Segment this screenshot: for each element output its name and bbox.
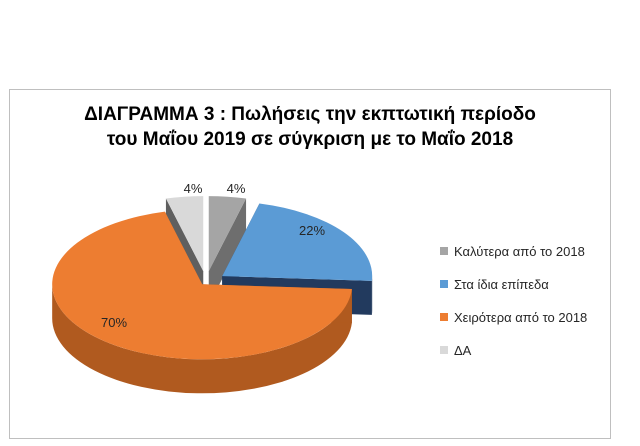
legend-label-worse: Χειρότερα από το 2018 [454,309,588,325]
pie-chart: 4% 22% 70% 4% [52,181,373,394]
data-label-worse: 70% [101,315,127,330]
chart-frame: ΔΙΑΓΡΑΜΜΑ 3 : Πωλήσεις την εκπτωτική περ… [9,89,611,439]
chart-title: ΔΙΑΓΡΑΜΜΑ 3 : Πωλήσεις την εκπτωτική περ… [10,102,610,152]
legend-swatch-better [440,247,448,255]
pie-slice-same [222,203,373,281]
pie-slice-better [208,196,247,272]
legend-label-na: ΔΑ [454,342,472,358]
legend-label-better: Καλύτερα από το 2018 [454,243,585,259]
chart-title-line-1: ΔΙΑΓΡΑΜΜΑ 3 : Πωλήσεις την εκπτωτική περ… [84,104,536,125]
legend-swatch-worse [440,313,448,321]
chart-legend: Καλύτερα από το 2018 Στα ίδια επίπεδα Χε… [440,243,610,375]
legend-item-same: Στα ίδια επίπεδα [440,276,610,292]
chart-title-line-2: του Μαΐου 2019 σε σύγκριση με το Μαΐο 20… [106,129,514,150]
pie-cut-better-1 [208,198,247,306]
legend-item-na: ΔΑ [440,342,610,358]
legend-swatch-na [440,346,448,354]
legend-item-worse: Χειρότερα από το 2018 [440,309,610,325]
data-label-better: 4% [227,181,246,196]
legend-item-better: Καλύτερα από το 2018 [440,243,610,259]
legend-label-same: Στα ίδια επίπεδα [454,276,549,292]
pie-slice-worse [52,211,352,360]
pie-side-better [208,198,247,306]
pie-slice-na [165,196,204,272]
pie-wall-worse [52,284,352,394]
legend-swatch-same [440,280,448,288]
data-label-na: 4% [184,181,203,196]
data-label-same: 22% [299,223,325,238]
